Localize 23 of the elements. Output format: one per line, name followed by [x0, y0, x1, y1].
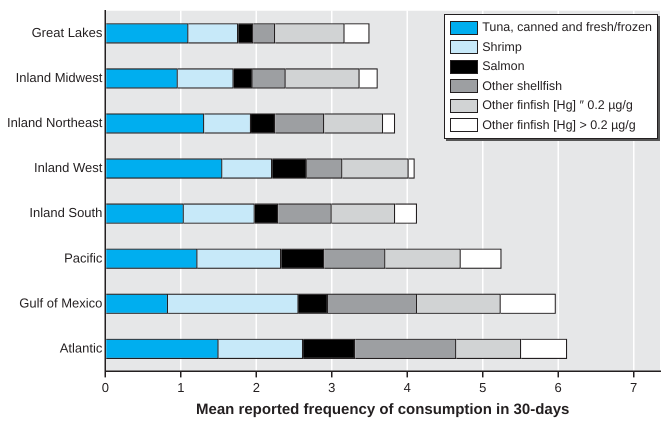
- x-tick-label: 2: [252, 380, 260, 395]
- x-tick-label: 1: [177, 380, 184, 395]
- legend-label: Other shellfish: [482, 78, 562, 94]
- x-tick-label: 0: [102, 380, 110, 395]
- y-tick-label: Gulf of Mexico: [19, 295, 102, 310]
- y-tick-label: Pacific: [64, 250, 103, 266]
- legend-label: Tuna, canned and fresh/frozen: [482, 19, 652, 36]
- legend-label: Other finfish [Hg] ″ 0.2 µg/g: [482, 97, 633, 114]
- x-tick-label: 5: [479, 380, 486, 395]
- y-tick-label: Atlantic: [60, 340, 103, 356]
- x-tick-label: 6: [554, 380, 562, 395]
- y-tick-label: Great Lakes: [32, 24, 103, 40]
- y-tick-label: Inland Midwest: [16, 70, 103, 85]
- x-tick-label: 4: [404, 380, 411, 395]
- y-tick-label: Inland West: [34, 160, 103, 176]
- x-tick-label: 7: [630, 380, 638, 395]
- y-tick-label: Inland Northeast: [6, 115, 103, 130]
- x-tick-label: 3: [328, 380, 336, 395]
- x-axis-title: Mean reported frequency of consumption in 30-days: [196, 401, 570, 418]
- legend-label: Shrimp: [482, 38, 522, 56]
- legend-label: Other finfish [Hg] > 0.2 µg/g: [482, 116, 636, 134]
- y-tick-label: Inland South: [29, 205, 102, 220]
- legend-label: Salmon: [482, 58, 525, 75]
